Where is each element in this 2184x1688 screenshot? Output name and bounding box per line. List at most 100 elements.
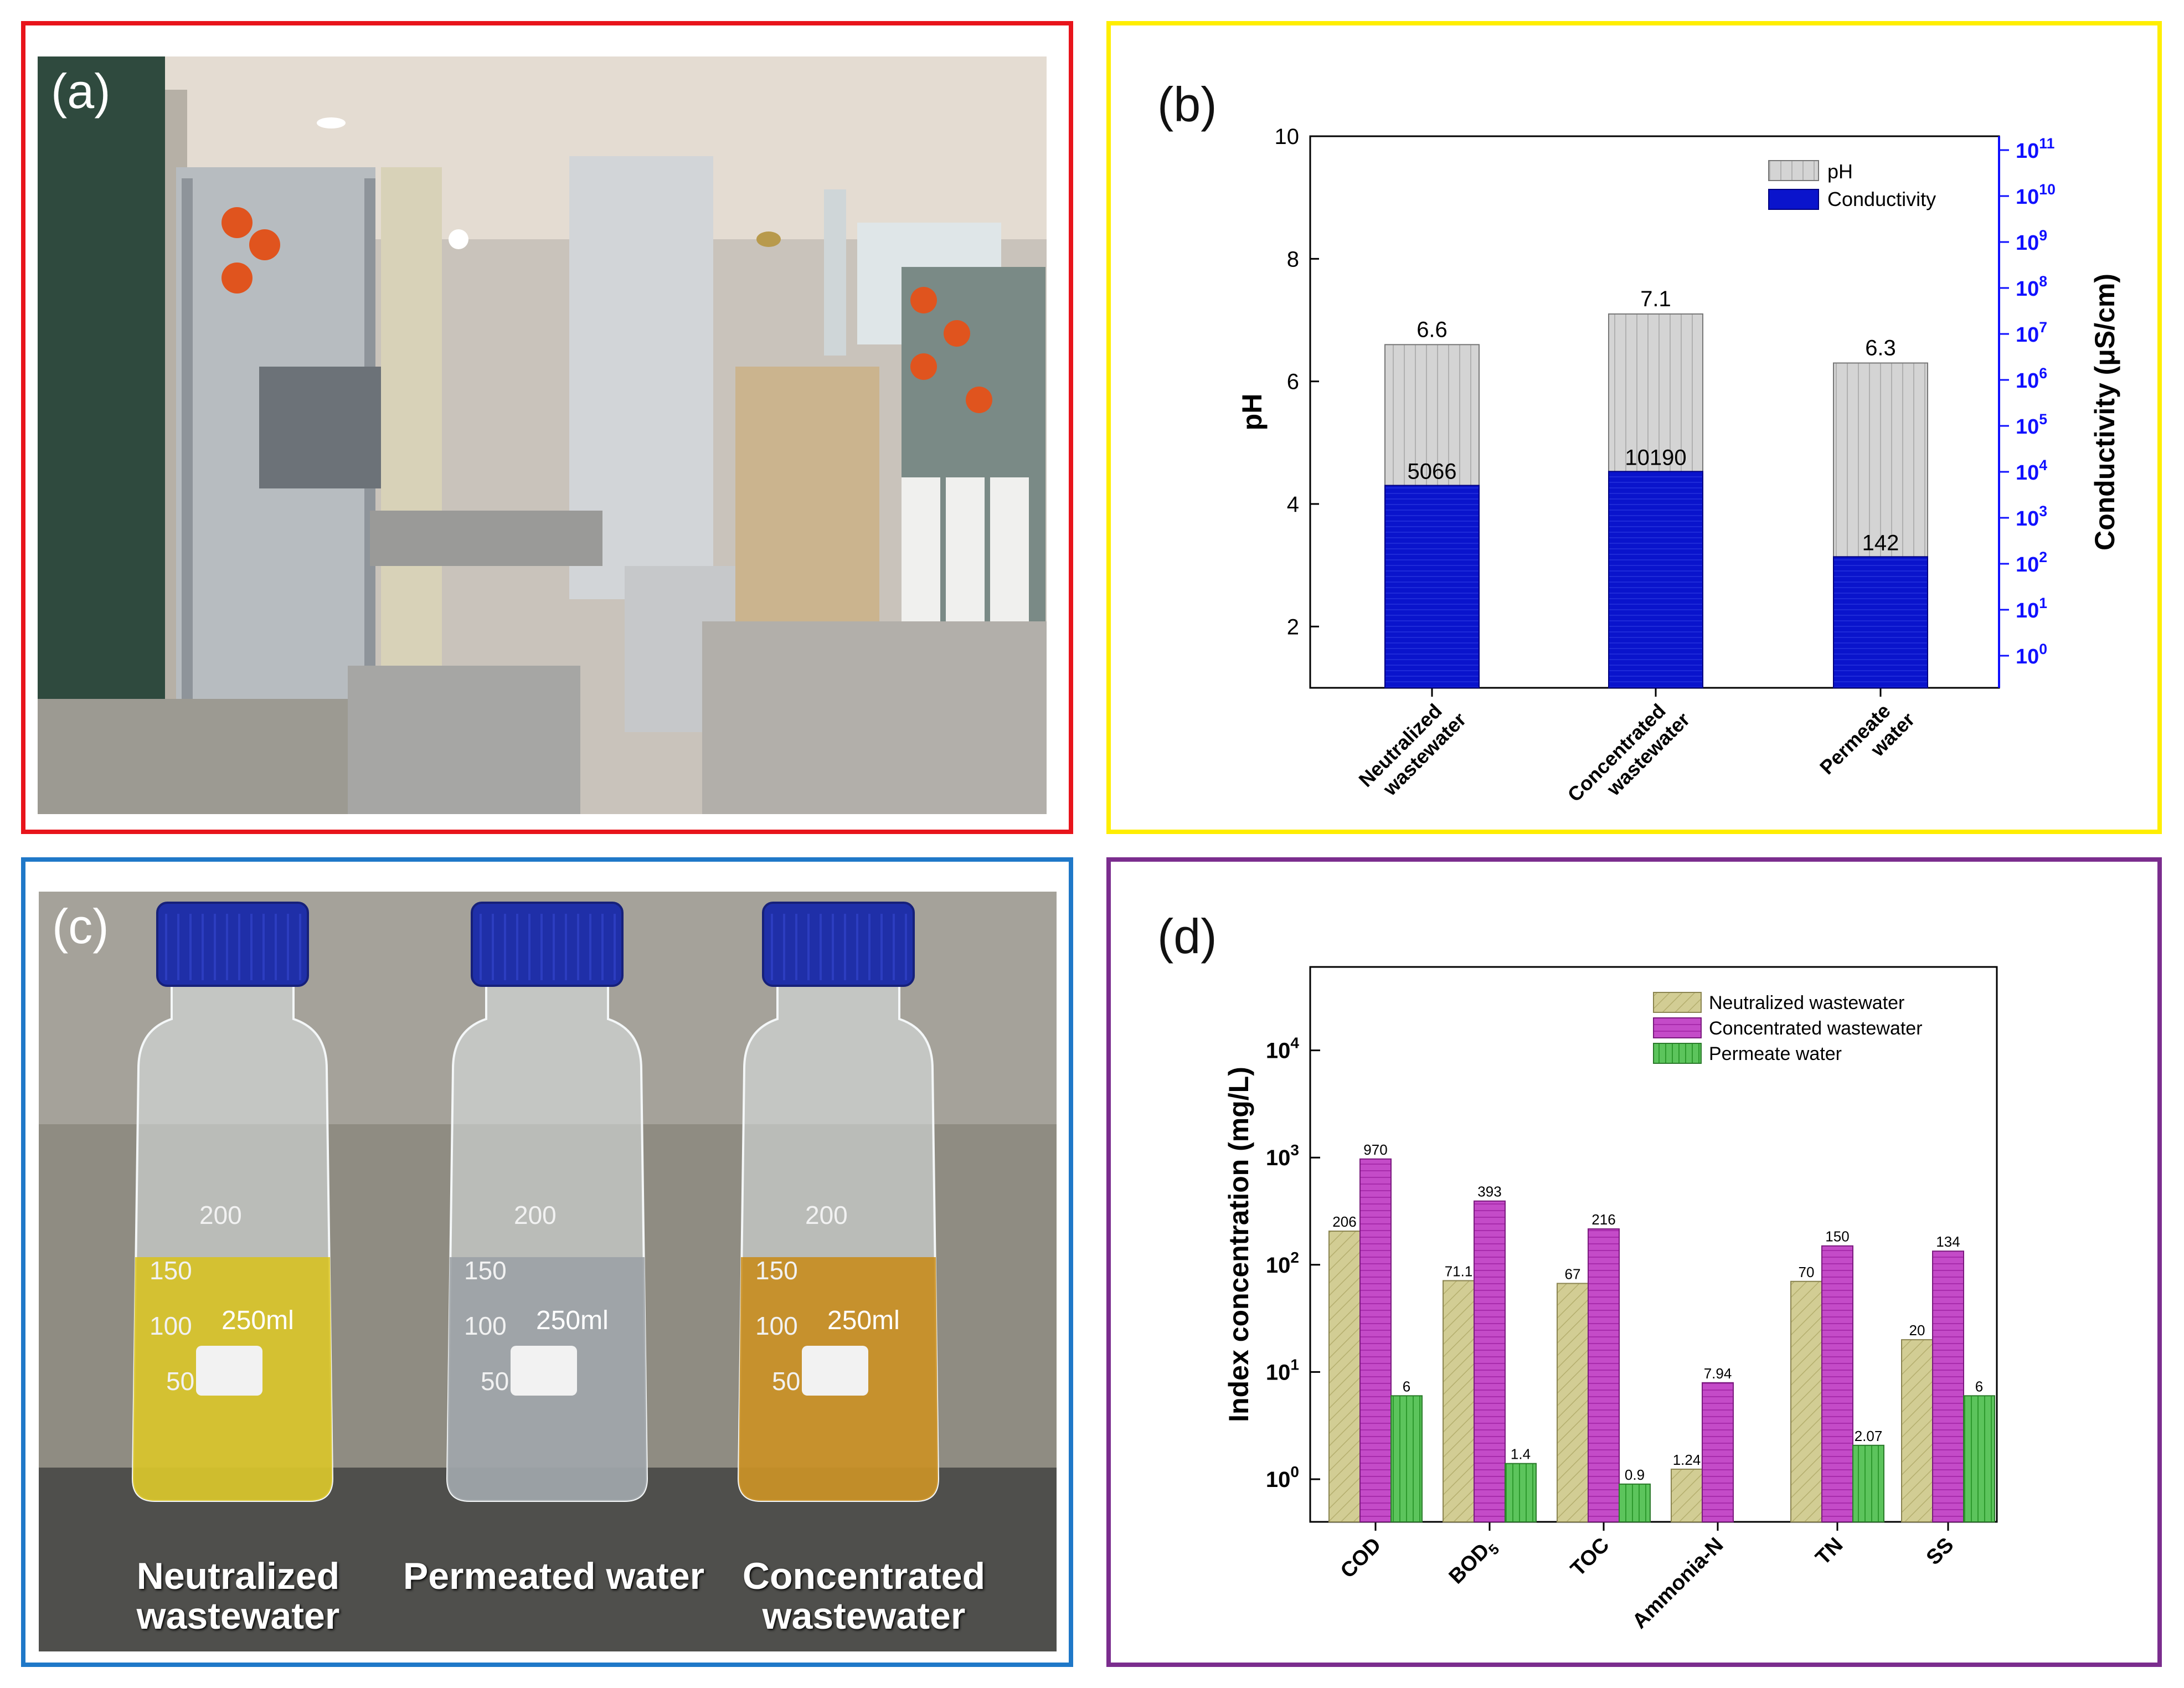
bottle-label-neutralized: Neutralized wastewater xyxy=(122,1556,354,1636)
ph-value-label: 6.3 xyxy=(1865,336,1896,360)
data-bar xyxy=(1588,1228,1620,1522)
y-tick-label: 2 xyxy=(1287,615,1299,639)
bottle-grad-200: 200 xyxy=(514,1201,557,1229)
bottle-volume-mark: 250ml xyxy=(827,1306,900,1335)
bottle-label-neutralized-line1: Neutralized xyxy=(136,1555,340,1597)
data-bar xyxy=(1505,1463,1537,1522)
bottle-label-concentrated-line2: wastewater xyxy=(762,1595,966,1637)
y2-tick-label: 103 xyxy=(2016,503,2047,531)
legend-conductivity-swatch xyxy=(1768,189,1819,210)
bottle-label-patch xyxy=(802,1346,868,1396)
plant-photo: (a) xyxy=(38,56,1047,814)
data-value-label: 134 xyxy=(1936,1233,1960,1250)
y-tick-label: 100 xyxy=(1266,1463,1299,1492)
x-tick-label: SS xyxy=(1922,1533,1959,1570)
y-tick-label: 103 xyxy=(1266,1141,1299,1170)
y2-tick-label: 104 xyxy=(2016,457,2047,485)
bottle-grad-200: 200 xyxy=(805,1201,848,1229)
legend-conductivity-label: Conductivity xyxy=(1827,188,1936,210)
y-tick-label: 104 xyxy=(1266,1035,1300,1063)
bottle-grad-50: 50 xyxy=(772,1367,800,1396)
bottle-volume-mark: 250ml xyxy=(536,1306,609,1335)
bottles-group: 250ml20015010050250ml20015010050250ml200… xyxy=(131,902,940,1502)
x-tick-label: TN xyxy=(1811,1533,1848,1570)
y-tick-label: 4 xyxy=(1287,492,1299,517)
x-tick-label: Ammonia-N xyxy=(1628,1533,1728,1633)
data-bar xyxy=(1821,1245,1853,1523)
data-value-label: 6 xyxy=(1403,1378,1410,1394)
bottle-grad-50: 50 xyxy=(481,1367,509,1396)
bottle-grad-150: 150 xyxy=(464,1256,507,1285)
bottles-photo: 250ml 200 150 100 50 250ml 200 150 100 50 250ml 200… xyxy=(39,892,1057,1651)
bottle-grad-200: 200 xyxy=(199,1201,242,1229)
y-tick-label: 102 xyxy=(1266,1249,1299,1278)
y2-tick-label: 1011 xyxy=(2016,135,2055,163)
conductivity-bar xyxy=(1608,471,1703,688)
data-bar xyxy=(1901,1339,1933,1522)
bottle-grad-100: 100 xyxy=(150,1311,192,1340)
x-tick-label: BOD5 xyxy=(1445,1533,1503,1592)
y2-tick-label: 101 xyxy=(2016,595,2047,622)
chart-b-legend: pH Conductivity xyxy=(1768,160,1936,210)
panel-d: (d) 100 101 102 103 104 Index concentration (… xyxy=(1106,857,2162,1667)
bottle-label-permeated-line1: Permeated water xyxy=(403,1555,705,1597)
plot-frame xyxy=(1309,966,1998,1523)
data-value-label: 1.24 xyxy=(1673,1452,1701,1468)
bottle-cap xyxy=(762,902,915,987)
panel-a-letter: (a) xyxy=(51,64,111,119)
y-axis-title: Index concentration (mg/L) xyxy=(1223,1067,1254,1422)
x-tick-label: TOC xyxy=(1566,1533,1614,1581)
data-value-label: 970 xyxy=(1363,1141,1387,1158)
bottle-grad-100: 100 xyxy=(464,1311,507,1340)
data-value-label: 67 xyxy=(1565,1265,1581,1282)
x-tick-label: COD xyxy=(1336,1533,1385,1583)
data-value-label: 71.1 xyxy=(1445,1263,1473,1279)
bottle-grad-100: 100 xyxy=(755,1311,798,1340)
chart-d-axes: 100 101 102 103 104 Index concentration (mg/L… xyxy=(1223,966,1998,1531)
y-tick-label: 101 xyxy=(1266,1356,1299,1385)
data-value-label: 216 xyxy=(1591,1211,1615,1228)
legend-swatch xyxy=(1653,992,1702,1013)
wastewater-treatment-plant-photo xyxy=(38,56,1047,814)
y2-tick-label: 102 xyxy=(2016,549,2047,577)
chart-d-legend: Neutralized wastewater Concentrated waste… xyxy=(1653,992,1923,1064)
bottle-label-patch xyxy=(511,1346,577,1396)
y2-axis-title: Conductivity (μS/cm) xyxy=(2089,274,2120,550)
panel-b-letter: (b) xyxy=(1157,77,1217,132)
data-bar xyxy=(1963,1395,1995,1522)
ph-value-label: 6.6 xyxy=(1416,317,1448,342)
data-value-label: 2.07 xyxy=(1855,1428,1883,1444)
data-bar xyxy=(1359,1158,1392,1522)
legend-label: Permeate water xyxy=(1709,1043,1842,1064)
data-bar xyxy=(1619,1483,1651,1523)
legend-label: Neutralized wastewater xyxy=(1709,992,1904,1013)
y2-tick-label: 105 xyxy=(2016,411,2047,439)
data-value-label: 393 xyxy=(1477,1183,1501,1200)
y2-tick-label: 108 xyxy=(2016,273,2047,301)
bottle-label-concentrated: Concentrated wastewater xyxy=(731,1556,997,1636)
y-axis-title: pH xyxy=(1237,394,1268,431)
panel-d-letter: (d) xyxy=(1157,909,1217,964)
bottle-label-neutralized-line2: wastewater xyxy=(136,1595,340,1637)
y2-tick-label: 106 xyxy=(2016,365,2047,393)
legend-label: Concentrated wastewater xyxy=(1709,1018,1923,1039)
data-bar xyxy=(1671,1468,1703,1522)
panel-a: (a) xyxy=(21,21,1073,834)
bottle-label-patch xyxy=(196,1346,262,1396)
y2-tick-label: 1010 xyxy=(2016,181,2056,209)
panel-c-letter: (c) xyxy=(52,899,109,954)
y2-tick-label: 100 xyxy=(2016,641,2047,668)
y-tick-label: 8 xyxy=(1287,247,1299,271)
bottle-cap xyxy=(156,902,309,987)
bottle-label-concentrated-line1: Concentrated xyxy=(742,1555,986,1597)
y-tick-label: 10 xyxy=(1275,125,1300,149)
data-bar xyxy=(1702,1382,1734,1522)
data-bar xyxy=(1328,1231,1361,1522)
data-value-label: 150 xyxy=(1825,1228,1849,1245)
data-bar xyxy=(1557,1283,1589,1523)
bottle-cap xyxy=(471,902,624,987)
panel-b: (b) 2 4 6 8 10 pH 100 101 102 103 104 105 106 107 108 1… xyxy=(1106,21,2162,834)
data-value-label: 0.9 xyxy=(1625,1466,1645,1483)
chart-d-labels: 2069706COD71.13931.4BOD5672160.9TOC1.247… xyxy=(1332,1141,1983,1633)
data-value-label: 70 xyxy=(1799,1264,1815,1280)
